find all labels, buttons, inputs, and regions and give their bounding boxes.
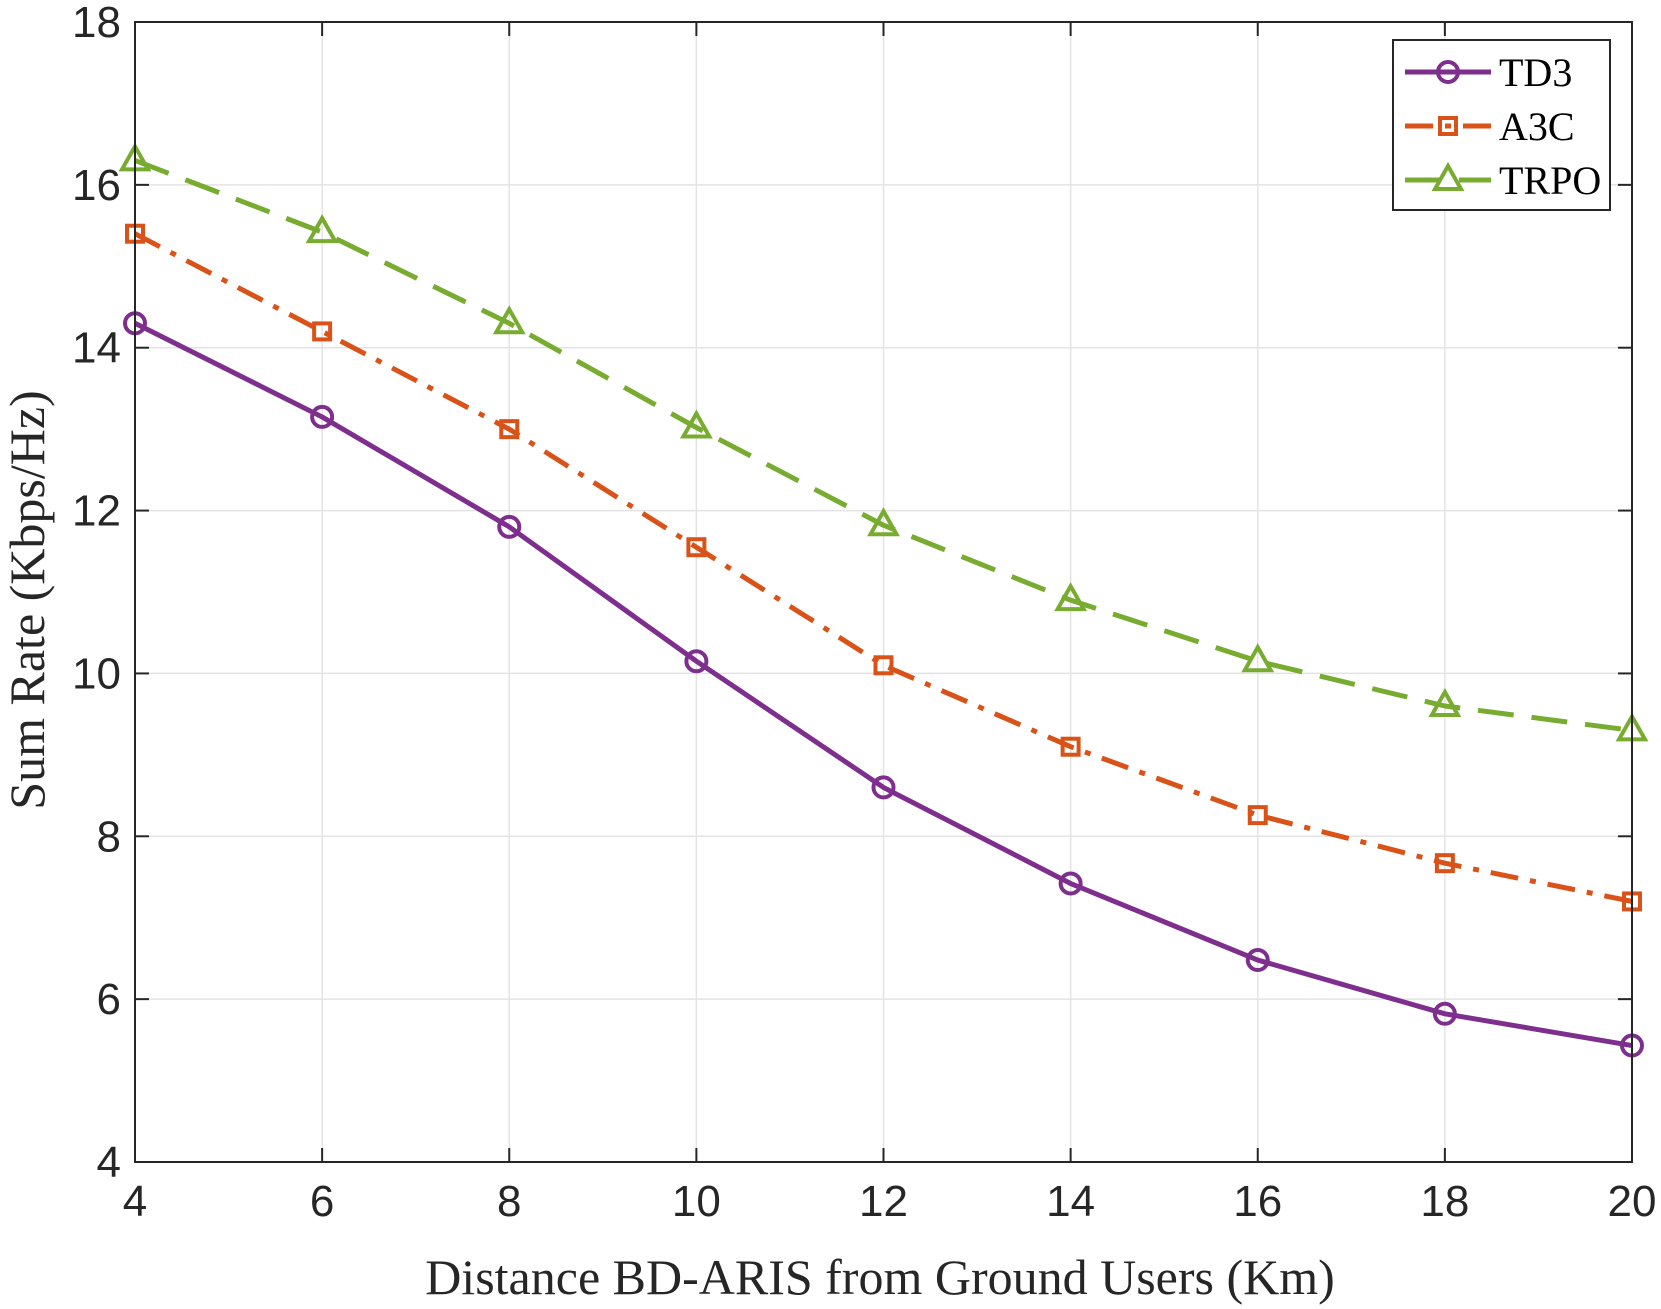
series-line-trpo — [134, 158, 1633, 733]
data-point-trpo — [492, 305, 526, 335]
x-tick-label: 16 — [1233, 1177, 1282, 1226]
y-tick-label: 14 — [72, 324, 121, 373]
axes — [134, 21, 1633, 1163]
data-point-a3c — [1247, 805, 1268, 826]
data-point-trpo — [1241, 643, 1275, 673]
x-tick-label: 18 — [1420, 1177, 1469, 1226]
data-point-a3c — [1434, 853, 1455, 874]
data-point-trpo — [679, 409, 713, 439]
y-tick-label: 18 — [72, 0, 121, 47]
data-point-td3 — [871, 775, 896, 800]
data-point-td3 — [684, 649, 709, 674]
data-point-trpo — [867, 507, 900, 537]
legend-label-td3: TD3 — [1499, 50, 1572, 95]
x-tick-label: 12 — [859, 1177, 908, 1226]
legend-label-trpo: TRPO — [1499, 158, 1601, 203]
x-tick-label: 6 — [310, 1177, 334, 1226]
y-tick-label: 6 — [97, 975, 121, 1024]
y-tick-label: 10 — [72, 649, 121, 698]
data-point-td3 — [497, 514, 522, 539]
data-point-a3c — [873, 655, 894, 676]
y-tick-label: 4 — [97, 1138, 121, 1187]
y-tick-label: 12 — [72, 487, 121, 536]
tick-labels: 4 6 8 10 12 14 16 18 20 4 6 8 10 12 14 16 18 — [72, 0, 1656, 1226]
data-point-td3 — [1245, 948, 1270, 973]
y-tick-label: 16 — [72, 161, 121, 210]
data-point-td3 — [1432, 1001, 1457, 1026]
x-tick-label: 4 — [123, 1177, 147, 1226]
data-point-a3c — [312, 321, 333, 342]
y-tick-label: 8 — [97, 812, 121, 861]
data-point-td3 — [1058, 871, 1083, 896]
series-layer — [118, 142, 1649, 1058]
x-tick-label: 8 — [497, 1177, 521, 1226]
data-point-trpo — [1428, 687, 1462, 717]
series-line-a3c — [133, 231, 1633, 904]
data-point-a3c — [686, 537, 707, 558]
data-point-trpo — [1054, 582, 1088, 612]
data-point-td3 — [310, 404, 335, 429]
legend-marker-trpo — [1431, 161, 1465, 191]
series-line-td3 — [133, 321, 1633, 1049]
legend: TD3 A3C TRPO — [1392, 39, 1611, 211]
x-tick-label: 20 — [1608, 1177, 1657, 1226]
legend-label-a3c: A3C — [1499, 104, 1575, 149]
legend-marker-a3c — [1438, 116, 1458, 136]
data-point-a3c — [499, 419, 520, 440]
x-axis-label: Distance BD-ARIS from Ground Users (Km) — [425, 1249, 1335, 1305]
data-point-trpo — [305, 214, 339, 244]
x-tick-label: 10 — [672, 1177, 721, 1226]
legend-marker-td3 — [1436, 60, 1460, 84]
x-tick-label: 14 — [1046, 1177, 1095, 1226]
y-axis-label: Sum Rate (Kbps/Hz) — [0, 390, 55, 809]
data-point-a3c — [1060, 736, 1081, 757]
